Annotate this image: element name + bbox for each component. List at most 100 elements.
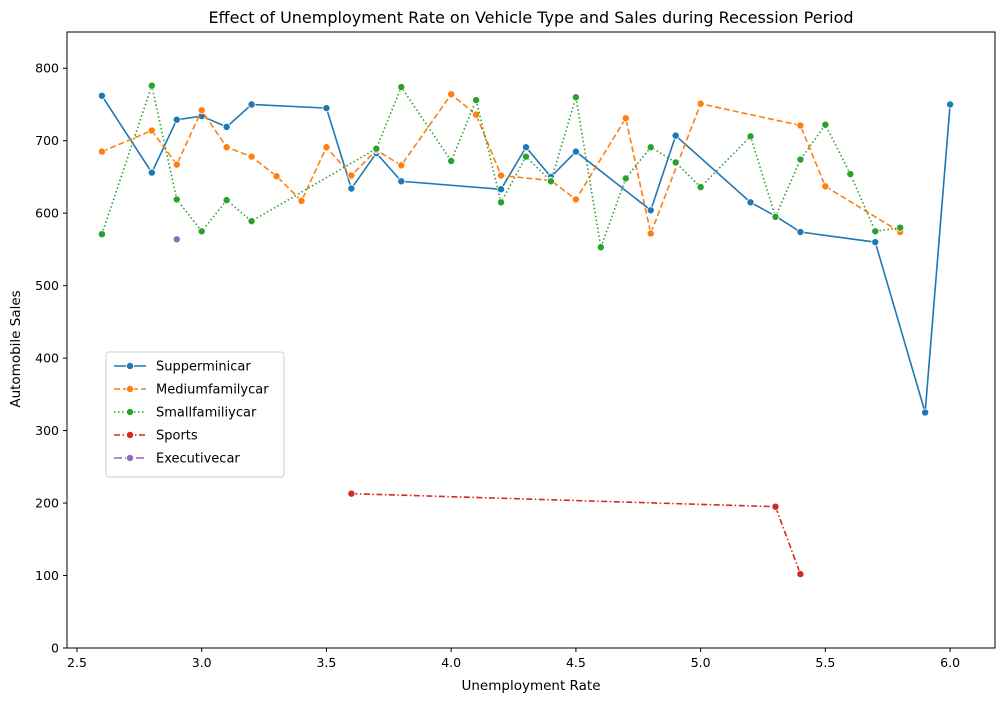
y-tick-label: 300 <box>35 423 59 438</box>
data-point <box>796 570 805 579</box>
data-point <box>297 196 306 205</box>
data-point <box>796 155 805 164</box>
legend-marker <box>126 430 135 439</box>
data-point <box>771 502 780 511</box>
data-point <box>397 161 406 170</box>
data-point <box>796 228 805 237</box>
series-line <box>351 492 802 575</box>
data-point <box>372 144 381 153</box>
data-point <box>172 195 181 204</box>
data-point <box>472 110 481 119</box>
legend-label: Mediumfamilycar <box>156 383 269 398</box>
plot-area: 2.5 3.0 3.5 4.0 4.5 5.0 5.5 6.0 0 100 200 300 400 500… <box>35 31 996 670</box>
chart-title: Effect of Unemployment Rate on Vehicle T… <box>208 8 853 27</box>
y-tick-label: 700 <box>35 133 59 148</box>
y-tick-label: 600 <box>35 206 59 221</box>
x-tick-label: 2.5 <box>67 655 87 670</box>
data-point <box>522 143 531 152</box>
data-point <box>172 115 181 124</box>
data-point <box>621 174 630 183</box>
axes-frame <box>66 31 996 649</box>
series-line <box>101 82 901 251</box>
x-tick-label: 4.0 <box>441 655 461 670</box>
data-point <box>347 184 356 193</box>
data-point <box>147 126 156 135</box>
y-axis-label: Automobile Sales <box>8 290 24 407</box>
data-point <box>671 158 680 167</box>
series-line <box>101 93 901 237</box>
data-point <box>447 90 456 99</box>
legend-label: Supperminicar <box>156 360 251 375</box>
series-mediumfamilycar <box>97 90 905 238</box>
x-tick-label: 6.0 <box>940 655 960 670</box>
data-point <box>447 156 456 165</box>
data-point <box>946 100 955 109</box>
data-point <box>172 160 181 169</box>
data-point <box>846 170 855 179</box>
legend-label: Smallfamiliycar <box>156 406 257 421</box>
data-point <box>397 83 406 92</box>
data-point <box>497 185 506 194</box>
data-point <box>97 91 106 100</box>
data-point <box>272 172 281 181</box>
series-smallfamiliycar <box>97 81 905 252</box>
x-tick-label: 5.0 <box>691 655 711 670</box>
y-tick-label: 200 <box>35 496 59 511</box>
data-point <box>97 147 106 156</box>
data-point <box>172 235 181 244</box>
x-tick-label: 3.0 <box>192 655 212 670</box>
data-point <box>247 100 256 109</box>
legend-label: Executivecar <box>156 452 240 467</box>
data-point <box>322 104 331 113</box>
y-tick-label: 800 <box>35 61 59 76</box>
data-point <box>497 171 506 180</box>
data-point <box>646 229 655 238</box>
data-point <box>397 177 406 186</box>
data-point <box>197 106 206 115</box>
y-tick-label: 500 <box>35 278 59 293</box>
data-point <box>97 230 106 239</box>
data-point <box>696 183 705 192</box>
data-point <box>247 217 256 226</box>
data-point <box>696 99 705 108</box>
series-sports <box>347 489 805 579</box>
legend-marker <box>126 407 135 416</box>
data-point <box>921 408 930 417</box>
data-point <box>222 122 231 131</box>
data-point <box>746 132 755 141</box>
data-point <box>871 227 880 236</box>
x-tick-label: 5.5 <box>815 655 835 670</box>
x-tick-label: 3.5 <box>316 655 336 670</box>
data-point <box>571 93 580 102</box>
legend: Supperminicar Mediumfamilycar Smallfamiliy… <box>105 351 285 478</box>
data-point <box>322 143 331 152</box>
data-point <box>871 238 880 247</box>
data-point <box>347 171 356 180</box>
y-tick-label: 400 <box>35 351 59 366</box>
data-point <box>746 198 755 207</box>
legend-marker <box>126 361 135 370</box>
y-tick-label: 100 <box>35 568 59 583</box>
legend-marker <box>126 384 135 393</box>
data-point <box>147 81 156 90</box>
legend-label: Sports <box>156 429 198 444</box>
data-point <box>546 177 555 186</box>
data-point <box>771 212 780 221</box>
data-point <box>796 121 805 130</box>
legend-box <box>105 351 285 478</box>
data-point <box>472 96 481 105</box>
legend-marker <box>126 453 135 462</box>
series-executivecar <box>172 235 181 244</box>
data-point <box>497 198 506 207</box>
x-tick-label: 4.5 <box>566 655 586 670</box>
data-point <box>646 143 655 152</box>
data-point <box>197 227 206 236</box>
data-point <box>222 196 231 205</box>
data-point <box>347 489 356 498</box>
y-tick-label: 0 <box>51 641 59 656</box>
data-point <box>821 120 830 129</box>
data-point <box>147 168 156 177</box>
x-axis-label: Unemployment Rate <box>461 678 600 694</box>
